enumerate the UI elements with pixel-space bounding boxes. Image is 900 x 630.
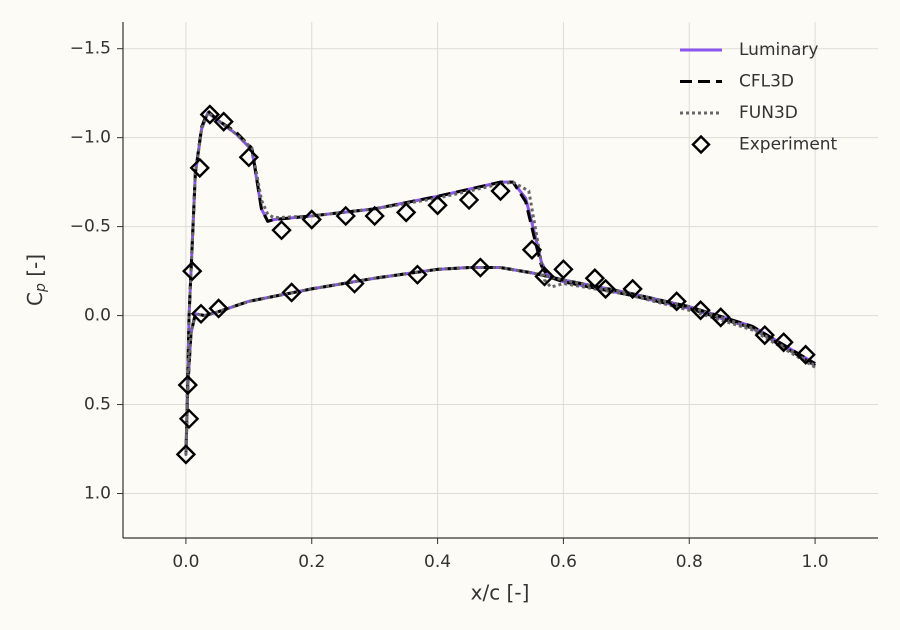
data-point bbox=[281, 282, 302, 303]
data-point bbox=[238, 147, 260, 168]
x-tick-label: 0.6 bbox=[550, 552, 577, 572]
data-point bbox=[710, 307, 731, 328]
data-point bbox=[395, 202, 417, 223]
data-point bbox=[189, 157, 210, 179]
data-point bbox=[199, 104, 221, 125]
y-label-base: C bbox=[23, 292, 47, 306]
data-point bbox=[177, 374, 199, 396]
x-tick-label: 1.0 bbox=[802, 552, 829, 572]
legend-label: Experiment bbox=[739, 135, 838, 155]
data-point bbox=[208, 298, 229, 319]
legend-label: CFL3D bbox=[739, 72, 794, 92]
y-tick-label: 0.0 bbox=[84, 306, 111, 326]
data-point bbox=[622, 278, 643, 300]
legend: Luminary CFL3D FUN3D Experiment bbox=[680, 40, 838, 155]
data-point bbox=[534, 266, 555, 287]
data-point bbox=[773, 332, 794, 353]
y-axis-label: Cp [-] bbox=[23, 254, 50, 306]
data-point bbox=[335, 205, 356, 227]
data-point bbox=[690, 300, 711, 321]
y-tick-label: −0.5 bbox=[70, 217, 111, 237]
legend-label: Luminary bbox=[739, 40, 818, 60]
y-label-suffix: [-] bbox=[23, 254, 47, 283]
legend-marker bbox=[691, 134, 711, 155]
data-point bbox=[190, 303, 212, 325]
data-point bbox=[666, 291, 687, 312]
x-tick-label: 0.0 bbox=[172, 552, 199, 572]
data-point bbox=[458, 189, 480, 211]
data-point bbox=[553, 259, 574, 280]
data-point bbox=[364, 205, 385, 227]
data-point bbox=[178, 408, 200, 429]
data-point bbox=[470, 257, 491, 278]
data-point bbox=[175, 444, 197, 465]
y-label-sub: p bbox=[33, 283, 49, 293]
data-point bbox=[584, 268, 606, 289]
plot-area bbox=[175, 104, 816, 465]
data-point bbox=[301, 209, 322, 230]
data-point bbox=[271, 219, 292, 241]
series-line bbox=[184, 111, 816, 456]
data-point bbox=[427, 195, 448, 216]
data-point bbox=[407, 264, 428, 285]
data-point bbox=[213, 111, 234, 132]
y-tick-label: −1.5 bbox=[70, 39, 111, 59]
y-tick-label: −1.0 bbox=[70, 128, 111, 148]
x-tick-label: 0.8 bbox=[676, 552, 703, 572]
data-point bbox=[795, 344, 816, 365]
x-tick-label: 0.2 bbox=[298, 552, 325, 572]
data-point bbox=[344, 273, 365, 294]
data-point bbox=[521, 239, 543, 260]
y-tick-label: 0.5 bbox=[84, 395, 111, 415]
data-point bbox=[595, 278, 616, 300]
data-point bbox=[490, 180, 511, 202]
x-axis-label: x/c [-] bbox=[471, 581, 530, 605]
legend-label: FUN3D bbox=[739, 103, 798, 123]
data-point bbox=[754, 324, 775, 346]
grid bbox=[123, 22, 878, 538]
y-tick-label: 1.0 bbox=[84, 484, 111, 504]
x-tick-label: 0.4 bbox=[424, 552, 451, 572]
data-point bbox=[182, 260, 203, 282]
